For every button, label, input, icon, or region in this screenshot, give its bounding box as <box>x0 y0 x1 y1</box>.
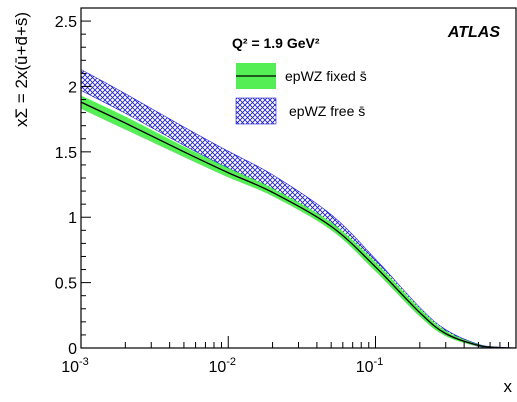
y-tick-label: 2 <box>68 79 77 96</box>
y-tick-label: 0.5 <box>55 276 77 293</box>
data-bands <box>81 69 516 348</box>
y-tick-label: 1 <box>68 210 77 227</box>
x-tick-labels: 10-3 10-2 10-1 <box>61 356 383 376</box>
x-tick-label: 10-2 <box>208 356 236 376</box>
data-lines <box>81 101 516 348</box>
y-tick-label: 0 <box>68 341 77 358</box>
x-axis-label: x <box>504 377 513 396</box>
y-tick-label: 2.5 <box>55 14 77 31</box>
y-tick-labels: 0 0.5 1 1.5 2 2.5 <box>55 14 77 358</box>
legend-swatch-free <box>235 97 277 125</box>
axis-ticks <box>80 7 517 349</box>
legend-label-fixed: epWZ fixed s̄ <box>285 68 367 84</box>
y-axis-label: xΣ = 2x(ū+d̄+s̄) <box>12 12 31 127</box>
band-fixed-s <box>81 95 516 348</box>
legend-label-free: epWZ free s̄ <box>289 103 365 119</box>
atlas-label: ATLAS <box>447 24 500 41</box>
plot-frame <box>80 7 517 349</box>
x-tick-label: 10-3 <box>61 356 89 376</box>
y-tick-label: 1.5 <box>55 145 77 162</box>
scale-label: Q² = 1.9 GeV² <box>232 35 320 51</box>
line-fixed-s-central <box>81 101 516 348</box>
x-tick-label: 10-1 <box>356 356 384 376</box>
legend: epWZ fixed s̄ epWZ free s̄ <box>235 63 367 125</box>
